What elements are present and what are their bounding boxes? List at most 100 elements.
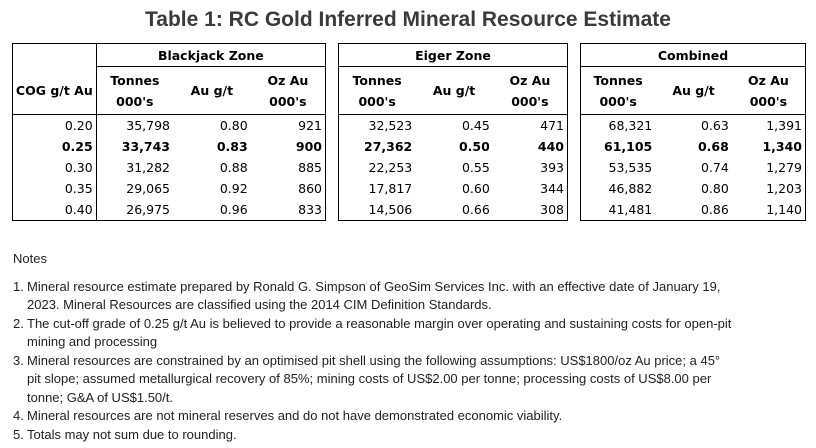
ounces-cell: 860 bbox=[298, 181, 322, 196]
ounces-cell: 900 bbox=[295, 139, 322, 154]
ounces-cell: 833 bbox=[298, 202, 322, 217]
tonnes-cell: 17,817 bbox=[368, 181, 413, 196]
grade-cell: 0.88 bbox=[219, 160, 248, 175]
note-text-line: tonne; G&A of US$1.50/t. bbox=[27, 389, 173, 405]
ounces-cell: 921 bbox=[298, 118, 322, 133]
blackjack-zone-table: Blackjack Zone COG g/t Au Tonnes 000's Au… bbox=[12, 43, 326, 221]
grade-cell: 0.96 bbox=[219, 202, 248, 217]
grade-cell: 0.60 bbox=[461, 181, 490, 196]
notes-list: 1. Mineral resource estimate prepared by … bbox=[13, 278, 803, 445]
tonnes-cell: 61,105 bbox=[604, 139, 653, 154]
zone-header: Eiger Zone bbox=[338, 43, 568, 67]
grade-header: Au g/t bbox=[655, 66, 732, 115]
tonnes-cell: 41,481 bbox=[608, 202, 653, 217]
table-row: 61,105 0.68 1,340 bbox=[581, 136, 806, 157]
table-row: 0.20 35,798 0.80 921 bbox=[12, 114, 326, 136]
grade-header: Au g/t bbox=[415, 66, 493, 115]
combined-table: Combined Tonnes 000's Au g/t Oz Au 000's 6… bbox=[580, 43, 806, 221]
tonnes-cell: 32,523 bbox=[368, 118, 413, 133]
note-text-line: 2023. Mineral Resources are classified u… bbox=[27, 297, 492, 312]
grade-cell: 0.55 bbox=[461, 160, 490, 175]
tonnes-cell: 68,321 bbox=[608, 118, 653, 133]
tonnes-cell: 26,975 bbox=[95, 199, 173, 221]
ounces-cell: 1,391 bbox=[766, 118, 802, 133]
tonnes-cell: 46,882 bbox=[608, 181, 653, 196]
note-text-line: Totals may not sum due to rounding. bbox=[27, 426, 237, 442]
note-text-line: pit slope; assumed metallurgical recover… bbox=[27, 371, 712, 386]
table-row: 0.35 29,065 0.92 860 bbox=[13, 178, 326, 199]
grade-cell: 0.86 bbox=[700, 202, 729, 217]
tonnes-cell: 27,362 bbox=[364, 139, 413, 154]
table-row: 46,882 0.80 1,203 bbox=[581, 178, 806, 199]
grade-cell: 0.80 bbox=[219, 118, 248, 133]
note-text-line: Mineral resource estimate prepared by Ro… bbox=[27, 278, 721, 294]
ounces-cell: 1,340 bbox=[762, 139, 802, 154]
note-item: 3. Mineral resources are constrained by a… bbox=[13, 352, 803, 408]
tonnes-cell: 53,535 bbox=[608, 160, 653, 175]
zone-header: Combined bbox=[580, 43, 806, 67]
grade-header: Au g/t bbox=[173, 66, 251, 115]
ounces-cell: 471 bbox=[540, 118, 564, 133]
notes-heading: Notes bbox=[13, 251, 47, 266]
tonnes-cell: 35,798 bbox=[95, 114, 173, 136]
cog-cell: 0.25 bbox=[61, 139, 93, 154]
table-row: 0.30 31,282 0.88 885 bbox=[13, 157, 326, 178]
note-number: 1. bbox=[13, 278, 24, 294]
note-text-line: Mineral resources are constrained by an … bbox=[27, 352, 721, 368]
notes-section: Notes 1. Mineral resource estimate prepar… bbox=[13, 250, 803, 444]
table-row: 0.40 26,975 0.96 833 bbox=[13, 199, 326, 221]
table-row: 17,817 0.60 344 bbox=[339, 178, 568, 199]
grade-cell: 0.66 bbox=[461, 202, 490, 217]
table-row: 53,535 0.74 1,279 bbox=[581, 157, 806, 178]
note-number: 3. bbox=[13, 352, 24, 368]
table-row: 68,321 0.63 1,391 bbox=[580, 114, 806, 137]
table-row: 27,362 0.50 440 bbox=[339, 136, 568, 157]
note-text-line: The cut-off grade of 0.25 g/t Au is beli… bbox=[27, 315, 732, 331]
table-row: 41,481 0.86 1,140 bbox=[581, 199, 806, 221]
ounces-header: Oz Au 000's bbox=[250, 66, 326, 115]
cog-header: COG g/t Au bbox=[12, 66, 97, 115]
ounces-header: Oz Au 000's bbox=[731, 66, 806, 115]
grade-cell: 0.92 bbox=[219, 181, 248, 196]
tonnes-cell: 22,253 bbox=[368, 160, 413, 175]
zone-header: Blackjack Zone bbox=[95, 43, 326, 67]
tonnes-cell: 31,282 bbox=[95, 157, 173, 178]
table-row: 22,253 0.55 393 bbox=[339, 157, 568, 178]
ounces-header: Oz Au 000's bbox=[492, 66, 568, 115]
grade-cell: 0.50 bbox=[458, 139, 490, 154]
ounces-cell: 885 bbox=[298, 160, 322, 175]
ounces-cell: 1,279 bbox=[766, 160, 802, 175]
note-number: 2. bbox=[13, 315, 24, 331]
tonnes-header: Tonnes 000's bbox=[580, 66, 656, 115]
note-number: 4. bbox=[13, 408, 24, 423]
note-item: 4. Mineral resources are not mineral rese… bbox=[13, 407, 803, 426]
ounces-cell: 440 bbox=[537, 139, 564, 154]
cog-cell: 0.40 bbox=[64, 202, 93, 217]
table-row: 32,523 0.45 471 bbox=[338, 114, 568, 137]
cog-cell: 0.35 bbox=[64, 181, 93, 196]
tonnes-cell: 14,506 bbox=[368, 202, 413, 217]
grade-cell: 0.68 bbox=[697, 139, 729, 154]
note-item: 5. Totals may not sum due to rounding. bbox=[13, 426, 803, 445]
eiger-zone-table: Eiger Zone Tonnes 000's Au g/t Oz Au 000's… bbox=[338, 43, 568, 221]
cog-cell: 0.30 bbox=[64, 160, 93, 175]
table-title: Table 1: RC Gold Inferred Mineral Resour… bbox=[145, 8, 671, 31]
note-text-line: Mineral resources are not mineral reserv… bbox=[27, 408, 563, 423]
note-text-line: mining and processing bbox=[27, 334, 158, 349]
grade-cell: 0.45 bbox=[461, 118, 490, 133]
tonnes-cell: 29,065 bbox=[95, 178, 173, 199]
ounces-cell: 393 bbox=[540, 160, 564, 175]
ounces-cell: 308 bbox=[540, 202, 564, 217]
grade-cell: 0.80 bbox=[700, 181, 729, 196]
grade-cell: 0.83 bbox=[216, 139, 248, 154]
ounces-cell: 1,140 bbox=[766, 202, 802, 217]
grade-cell: 0.74 bbox=[700, 160, 729, 175]
tonnes-header: Tonnes 000's bbox=[95, 66, 173, 115]
grade-cell: 0.63 bbox=[700, 118, 729, 133]
note-item: 2. The cut-off grade of 0.25 g/t Au is be… bbox=[13, 315, 803, 352]
ounces-cell: 1,203 bbox=[766, 181, 802, 196]
table-row: 0.25 33,743 0.83 900 bbox=[13, 136, 326, 157]
table-row: 14,506 0.66 308 bbox=[339, 199, 568, 221]
cog-cell: 0.20 bbox=[64, 118, 93, 133]
tonnes-header: Tonnes 000's bbox=[338, 66, 416, 115]
